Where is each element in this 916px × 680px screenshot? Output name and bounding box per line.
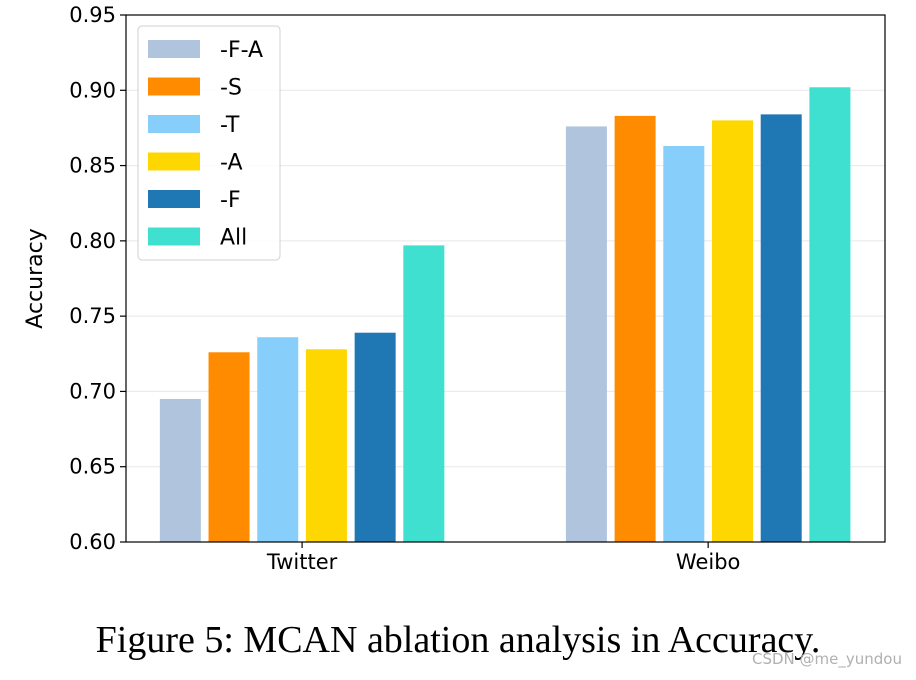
bar-chart: 0.60 0.65 0.70 0.75 0.80 0.85 0.90 0.95 Twitter… [23,3,886,574]
y-tick-label: 0.70 [69,379,116,403]
legend-swatch [148,152,200,171]
x-tick-label: Weibo [676,550,740,574]
legend-label: All [220,226,247,251]
legend-swatch [148,40,200,58]
y-tick-label: 0.80 [69,229,116,253]
y-axis-title: Accuracy [23,228,48,328]
legend-label: -T [220,113,240,138]
y-tick-label: 0.60 [69,530,116,554]
bar-twitter-t [257,337,299,542]
legend: -F-A -S -T -A -F All [137,25,281,261]
y-tick-label: 0.65 [69,455,116,479]
legend-label: -S [220,76,242,101]
bar-weibo-a [712,120,754,543]
plot-frame [125,14,886,543]
bar-weibo-s [614,115,656,542]
y-tick-label: 0.90 [69,78,116,102]
bar-weibo-fa [565,126,607,543]
y-axis: 0.60 0.65 0.70 0.75 0.80 0.85 0.90 0.95 [69,3,126,554]
legend-label: -F-A [220,38,263,63]
legend-swatch [148,77,200,96]
bar-weibo-all [809,87,851,542]
bar-twitter-f [354,332,396,542]
x-axis: Twitter Weibo [266,542,740,574]
watermark: CSDN @me_yundou [752,650,902,668]
x-tick-label: Twitter [266,550,338,574]
bar-weibo-t [663,145,705,543]
y-tick-label: 0.75 [69,304,116,328]
y-tick-label: 0.85 [69,154,116,178]
bars [159,87,851,543]
legend-swatch [148,190,200,208]
legend-swatch [148,115,200,133]
figure-caption: Figure 5: MCAN ablation analysis in Accu… [95,619,821,661]
legend-swatch [148,227,200,246]
y-tick-label: 0.95 [69,3,116,27]
bar-weibo-f [760,114,802,543]
legend-label: -F [220,188,241,213]
bar-twitter-a [305,349,347,542]
bar-twitter-all [403,245,445,543]
bar-twitter-s [208,352,250,542]
bar-twitter-fa [159,398,201,542]
legend-label: -A [220,151,243,176]
